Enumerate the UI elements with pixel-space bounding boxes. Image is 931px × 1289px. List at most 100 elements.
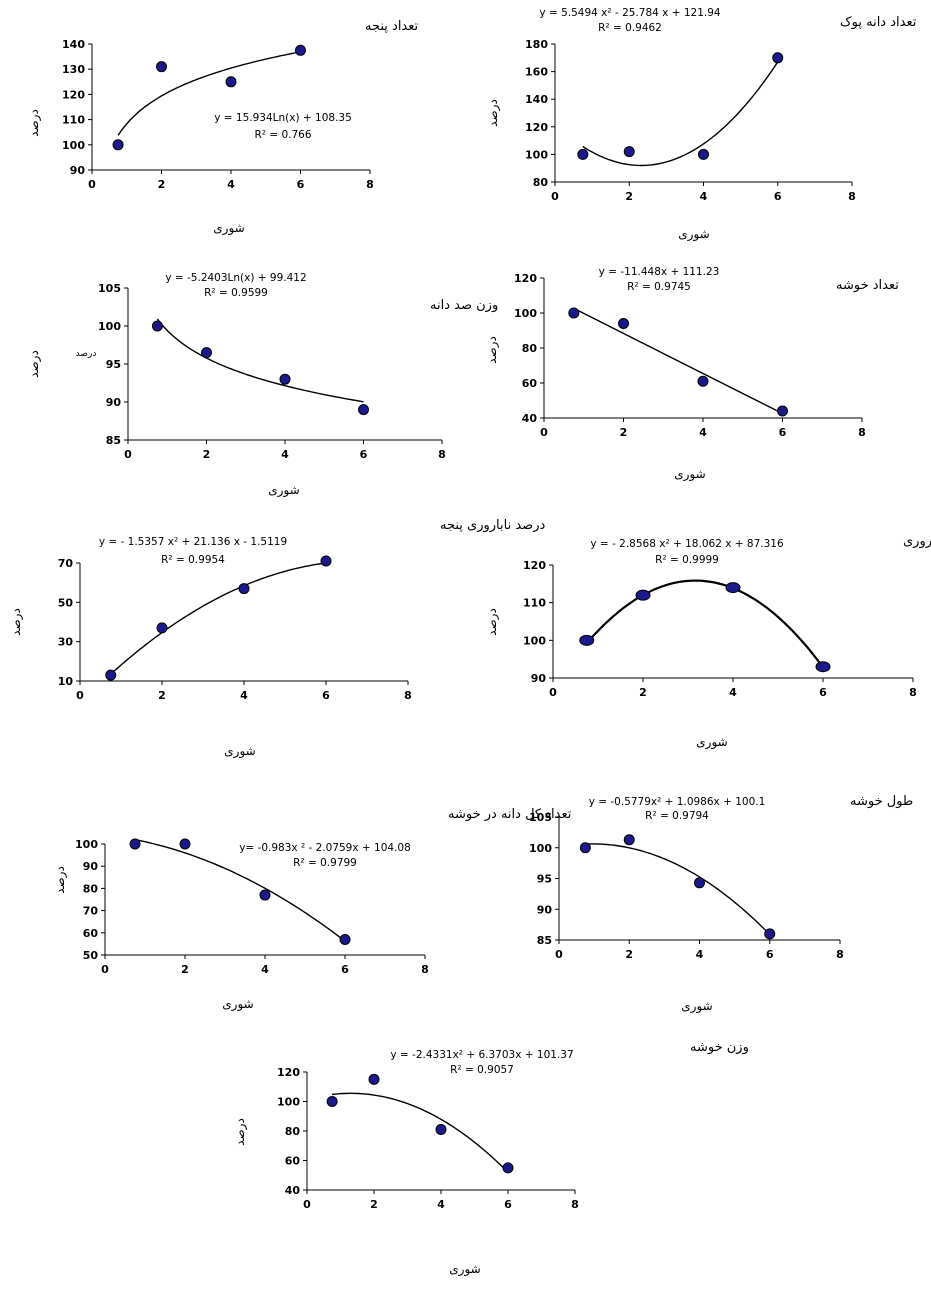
chart-3-y-tick-label: 85 (106, 434, 121, 447)
chart-9-y-tick-label: 60 (285, 1155, 301, 1168)
chart-8-x-tick-label: 6 (766, 948, 774, 961)
chart-9-equation: y = -2.4331x² + 6.3703x + 101.37 (390, 1049, 573, 1061)
chart-1-y-tick-label: 120 (62, 88, 85, 101)
chart-1-x-tick-label: 8 (366, 178, 374, 191)
chart-8-x-tick-label: 8 (836, 948, 844, 961)
chart-2-data-point (772, 52, 784, 64)
chart-5-title: درصد ناباروری پنجه (440, 518, 545, 533)
chart-4-x-tick-label: 2 (620, 426, 628, 439)
chart-7-y-tick-label: 90 (83, 860, 99, 873)
chart-2-y-axis-label: درصد (486, 99, 501, 127)
chart-1-r-squared: R² = 0.766 (254, 129, 311, 141)
chart-9-data-point (326, 1096, 338, 1107)
chart-4-x-tick-label: 0 (540, 426, 548, 439)
chart-3-y-tick-label: 100 (98, 320, 121, 333)
chart-3-x-tick-label: 6 (360, 448, 368, 461)
chart-9-data-point (435, 1124, 447, 1136)
chart-5-equation: y = - 1.5357 x² + 21.136 x - 1.5119 (99, 536, 287, 548)
chart-5-data-point (156, 622, 168, 634)
chart-3-x-tick-label: 2 (203, 448, 211, 461)
chart-8-x-tick-label: 0 (555, 948, 563, 961)
chart-8-x-tick-label: 4 (696, 948, 704, 961)
chart-9-y-tick-label: 40 (285, 1184, 301, 1197)
chart-4-y-tick-label: 80 (522, 342, 538, 355)
chart-7-y-tick-label: 100 (75, 838, 98, 851)
chart-3-y-tick-label: 90 (106, 396, 122, 409)
chart-2-trendline (582, 61, 779, 167)
chart-9-x-tick-label: 0 (303, 1198, 311, 1211)
chart-2-equation: y = 5.5494 x² - 25.784 x + 121.94 (539, 7, 720, 19)
chart-3-x-tick-label: 0 (124, 448, 132, 461)
chart-7-trendline (134, 838, 346, 942)
chart-4-x-tick-label: 4 (699, 426, 707, 439)
chart-4-data-point (697, 375, 709, 387)
chart-5-x-axis-label: شوری (224, 744, 255, 759)
chart-5-data-point (238, 583, 250, 595)
chart-3-data-point (279, 373, 291, 385)
chart-9-y-axis-label: درصد (233, 1118, 248, 1146)
chart-7-y-tick-label: 80 (83, 882, 99, 895)
chart-7-x-axis-label: شوری (222, 997, 253, 1012)
chart-4-x-tick-label: 6 (779, 426, 787, 439)
chart-6-title: باروری (903, 534, 931, 549)
chart-7-data-point (129, 838, 141, 850)
chart-4-x-tick-label: 8 (858, 426, 866, 439)
chart-1-y-tick-label: 100 (62, 139, 85, 152)
chart-6-data-point (815, 661, 831, 673)
chart-4-y-axis-label: درصد (485, 336, 500, 364)
chart-3-x-tick-label: 8 (438, 448, 446, 461)
chart-8-data-point (694, 877, 705, 889)
chart-4-x-axis-label: شوری (674, 467, 705, 482)
chart-3-y-tick-label: 105 (98, 282, 121, 295)
chart-4-data-point (568, 307, 580, 319)
chart-2-y-tick-label: 180 (525, 38, 548, 51)
chart-4-y-tick-label: 120 (514, 272, 537, 285)
chart-1-x-tick-label: 6 (297, 178, 305, 191)
chart-7-data-point (339, 933, 351, 945)
chart-2-x-tick-label: 8 (848, 190, 856, 203)
chart-3-y-tick-label: 95 (106, 358, 121, 371)
chart-6-x-tick-label: 4 (729, 686, 737, 699)
chart-1-x-axis-label: شوری (213, 221, 244, 236)
chart-5-y-axis-label: درصد (9, 608, 24, 636)
chart-1-y-tick-label: 130 (62, 63, 85, 76)
chart-9-y-tick-label: 80 (285, 1125, 301, 1138)
chart-1-y-axis-label: درصد (27, 109, 42, 137)
chart-1-equation: y = 15.934Ln(x) + 108.35 (214, 112, 352, 124)
chart-2-data-point (623, 146, 635, 158)
chart-6-equation: y = - 2.8568 x² + 18.062 x + 87.316 (590, 538, 784, 550)
chart-4-equation: y = -11.448x + 111.23 (599, 266, 720, 278)
chart-8-y-tick-label: 85 (537, 934, 552, 947)
chart-7-r-squared: R² = 0.9799 (293, 857, 357, 869)
chart-1-y-tick-label: 90 (70, 164, 86, 177)
chart-2-y-tick-label: 140 (525, 93, 548, 106)
chart-8-data-point (764, 928, 776, 940)
chart-7-y-tick-label: 60 (83, 927, 99, 940)
chart-6-y-tick-label: 100 (523, 634, 546, 647)
chart-9-x-tick-label: 2 (370, 1198, 378, 1211)
chart-1-data-point (295, 44, 306, 56)
chart-4-r-squared: R² = 0.9745 (627, 281, 691, 293)
chart-9-x-tick-label: 4 (437, 1198, 445, 1211)
chart-6-r-squared: R² = 0.9999 (655, 554, 719, 566)
chart-4-trendline (573, 307, 783, 415)
chart-7-x-tick-label: 8 (421, 963, 429, 976)
chart-4-data-point (618, 318, 629, 329)
chart-2-x-tick-label: 0 (551, 190, 559, 203)
chart-6-trendline (585, 579, 824, 668)
chart-6-data-point (725, 582, 741, 594)
chart-2-y-tick-label: 100 (525, 148, 548, 161)
chart-5-x-tick-label: 4 (240, 689, 248, 702)
chart-3-data-point (151, 320, 163, 332)
chart-3-equation: y = -5.2403Ln(x) + 99.412 (165, 272, 306, 284)
chart-9-r-squared: R² = 0.9057 (450, 1064, 514, 1076)
chart-2-y-tick-label: 120 (525, 121, 548, 134)
chart-6-x-tick-label: 0 (549, 686, 557, 699)
chart-1-y-tick-label: 110 (62, 114, 85, 127)
chart-3-r-squared: R² = 0.9599 (204, 287, 268, 299)
chart-9-x-axis-label: شوری (449, 1262, 480, 1277)
chart-4-y-tick-label: 60 (522, 377, 538, 390)
chart-5-y-tick-label: 70 (58, 557, 74, 570)
chart-4-y-tick-label: 100 (514, 307, 537, 320)
chart-6-y-tick-label: 110 (523, 597, 546, 610)
